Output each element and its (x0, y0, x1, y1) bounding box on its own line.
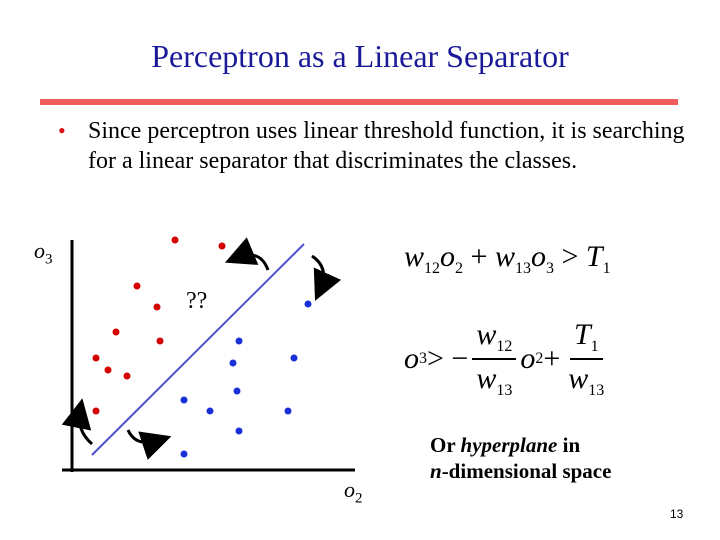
blue-point (233, 387, 241, 395)
red-point (156, 337, 164, 345)
blue-point (235, 337, 243, 345)
blue-point (284, 407, 292, 415)
blue-point (290, 354, 298, 362)
page-number: 13 (670, 507, 684, 521)
hyperplane-note: Or hyperplane in n-dimensional space (430, 433, 612, 483)
fraction-weights: w12 w13 (472, 318, 517, 400)
red-point (153, 303, 161, 311)
y-axis-label: o3 (34, 238, 53, 268)
curved-arrow-icon (224, 237, 270, 271)
red-point (92, 354, 100, 362)
red-point (112, 328, 120, 336)
unknown-marker: ?? (186, 288, 208, 314)
blue-point (304, 300, 312, 308)
bullet-icon: • (58, 118, 66, 143)
red-points (92, 236, 226, 415)
red-point (104, 366, 112, 374)
threshold-inequality: w12o2 + w13o3 > T1 (404, 240, 611, 277)
red-point (123, 372, 131, 380)
curved-arrow-icon (311, 254, 342, 301)
separator-line (91, 243, 305, 456)
slide-title: Perceptron as a Linear Separator (151, 38, 569, 74)
curved-arrow-icon (126, 429, 172, 460)
bullet-text: Since perceptron uses linear threshold f… (88, 118, 685, 174)
red-point (218, 242, 226, 250)
blue-point (229, 359, 237, 367)
red-point (92, 407, 100, 415)
curved-arrow-icon (61, 398, 94, 446)
blue-point (206, 407, 214, 415)
blue-point (180, 450, 188, 458)
blue-points (180, 300, 312, 458)
fraction-threshold: T1 w13 (568, 318, 605, 399)
red-point (171, 236, 179, 244)
blue-point (180, 396, 188, 404)
title-divider (40, 99, 678, 105)
blue-point (235, 427, 243, 435)
red-point (133, 282, 141, 290)
x-axis-label: o2 (344, 477, 363, 507)
